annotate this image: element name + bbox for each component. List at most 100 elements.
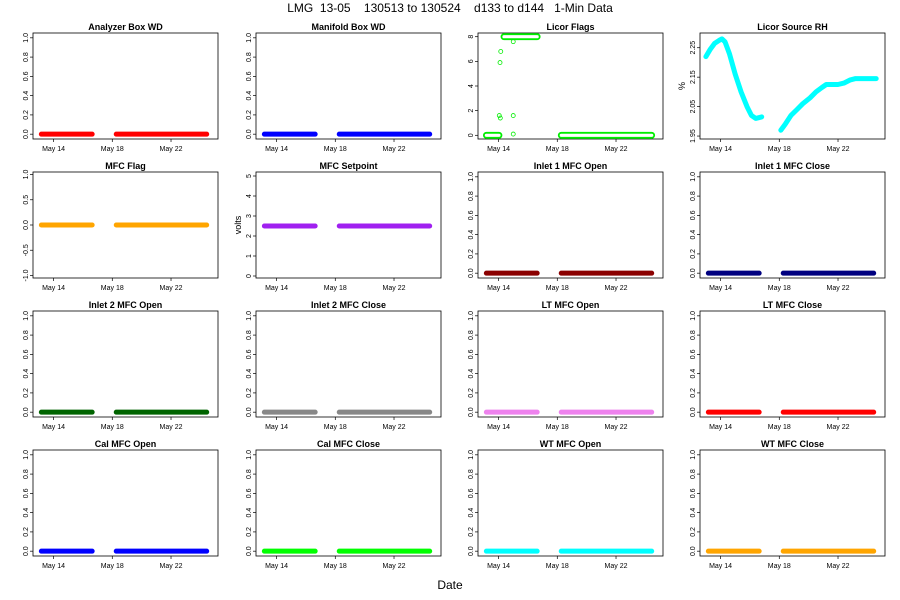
plot-frame — [477, 449, 664, 557]
panel-analyzer-box-wd: Analyzer Box WD 0.0 0.2 0.4 0.6 0.8 1.0 May 14 M… — [23, 22, 219, 153]
data-run — [558, 409, 655, 415]
panel-wt-mfc-close: WT MFC Close 0.0 0.2 0.4 0.6 0.8 1.0 May 14 May … — [690, 439, 886, 570]
y-tick-label: 0.0 — [690, 546, 697, 556]
y-tick-label: 0.4 — [246, 508, 253, 518]
data-run — [113, 222, 210, 228]
data-run — [780, 548, 877, 554]
panel-mfc-flag: MFC Flag -1.0 -0.5 0.0 0.5 1.0 May 14 May 18 May… — [23, 161, 219, 292]
y-tick-label: 0.4 — [23, 369, 30, 379]
x-tick-label: May 14 — [42, 424, 65, 431]
panel-title: MFC Flag — [105, 161, 146, 171]
data-point — [497, 115, 503, 121]
y-tick-label: 1.0 — [246, 33, 253, 43]
y-tick-label: 0.6 — [246, 488, 253, 498]
y-tick-label: 2.25 — [690, 41, 697, 55]
data-run — [38, 222, 95, 228]
x-tick-label: May 18 — [546, 563, 569, 570]
y-tick-label: 1.0 — [23, 170, 30, 180]
y-tick-label: 0.8 — [23, 52, 30, 62]
x-tick-label: May 18 — [101, 285, 124, 292]
x-tick-label: May 14 — [42, 285, 65, 292]
y-tick-label: 0.4 — [23, 91, 30, 101]
y-tick-label: 0.2 — [23, 110, 30, 120]
data-run — [482, 131, 503, 139]
data-curve — [778, 76, 879, 133]
y-tick-label: -1.0 — [23, 269, 30, 281]
panel-cal-mfc-close: Cal MFC Close 0.0 0.2 0.4 0.6 0.8 1.0 May 14 May… — [246, 439, 442, 570]
data-point — [510, 39, 516, 45]
plot-frame — [477, 171, 664, 279]
plot-frame — [32, 310, 219, 418]
y-tick-label: 0.8 — [690, 191, 697, 201]
data-run — [557, 131, 656, 139]
x-tick-label: May 22 — [605, 424, 628, 431]
y-tick-label: 0.2 — [690, 249, 697, 259]
y-tick-label: 0.8 — [23, 330, 30, 340]
y-tick-label: 0.4 — [468, 508, 475, 518]
y-tick-label: 0.6 — [690, 210, 697, 220]
y-tick-label: 0.8 — [246, 330, 253, 340]
plot-frame — [255, 449, 442, 557]
x-tick-label: May 22 — [605, 285, 628, 292]
y-tick-label: 0.8 — [468, 330, 475, 340]
data-run — [113, 131, 210, 137]
x-axis-label: Date — [437, 578, 463, 592]
y-tick-label: 0.2 — [246, 388, 253, 398]
y-tick-label: 0.0 — [23, 546, 30, 556]
y-tick-label: 0.8 — [690, 330, 697, 340]
y-tick-label: 0.6 — [23, 488, 30, 498]
data-run — [113, 548, 210, 554]
x-tick-label: May 18 — [324, 563, 347, 570]
y-tick-label: 0.0 — [690, 268, 697, 278]
data-run — [483, 548, 540, 554]
plot-frame — [255, 310, 442, 418]
y-tick-label: 0.6 — [246, 349, 253, 359]
x-tick-label: May 14 — [487, 563, 510, 570]
panel-title: Cal MFC Close — [317, 439, 380, 449]
x-tick-label: May 18 — [768, 424, 791, 431]
plot-frame — [255, 171, 442, 279]
data-run — [780, 409, 877, 415]
y-tick-label: 0.0 — [246, 546, 253, 556]
plot-frame — [699, 310, 886, 418]
data-curve — [703, 36, 765, 121]
data-run — [705, 270, 762, 276]
data-run — [261, 548, 318, 554]
y-tick-label: 1.0 — [690, 311, 697, 321]
plot-frame — [699, 32, 886, 140]
y-tick-label: 0.6 — [468, 349, 475, 359]
x-tick-label: May 18 — [101, 146, 124, 153]
panel-manifold-box-wd: Manifold Box WD 0.0 0.2 0.4 0.6 0.8 1.0 May 14 M… — [246, 22, 442, 153]
panel-wt-mfc-open: WT MFC Open 0.0 0.2 0.4 0.6 0.8 1.0 May 14 May 1… — [468, 439, 664, 570]
data-run — [705, 409, 762, 415]
y-tick-label: 0.6 — [23, 349, 30, 359]
panel-inlet-1-mfc-open: Inlet 1 MFC Open 0.0 0.2 0.4 0.6 0.8 1.0 May 14… — [468, 161, 664, 292]
x-tick-label: May 18 — [546, 424, 569, 431]
y-tick-label: 0.4 — [23, 508, 30, 518]
y-tick-label: 0.8 — [468, 191, 475, 201]
data-run — [336, 548, 433, 554]
y-tick-label: 0.4 — [468, 230, 475, 240]
x-tick-label: May 14 — [487, 285, 510, 292]
plot-frame — [255, 32, 442, 140]
y-tick-label: 1.0 — [23, 311, 30, 321]
y-tick-label: 1 — [246, 254, 253, 258]
y-tick-label: 0.4 — [246, 369, 253, 379]
y-tick-label: 2.05 — [690, 100, 697, 114]
x-tick-label: May 14 — [42, 146, 65, 153]
x-tick-label: May 14 — [265, 285, 288, 292]
data-run — [38, 548, 95, 554]
panel-inlet-2-mfc-close: Inlet 2 MFC Close 0.0 0.2 0.4 0.6 0.8 1.0 May 1… — [246, 300, 442, 431]
y-tick-label: 1.0 — [246, 311, 253, 321]
x-tick-label: May 22 — [383, 563, 406, 570]
plot-frame — [699, 171, 886, 279]
data-run — [483, 270, 540, 276]
panel-title: WT MFC Close — [761, 439, 824, 449]
y-tick-label: 0.2 — [690, 388, 697, 398]
x-tick-label: May 22 — [605, 563, 628, 570]
y-tick-label: -0.5 — [23, 244, 30, 256]
y-tick-label: 0.4 — [246, 91, 253, 101]
panel-title: LT MFC Open — [542, 300, 600, 310]
x-tick-label: May 22 — [827, 424, 850, 431]
plot-frame — [699, 449, 886, 557]
